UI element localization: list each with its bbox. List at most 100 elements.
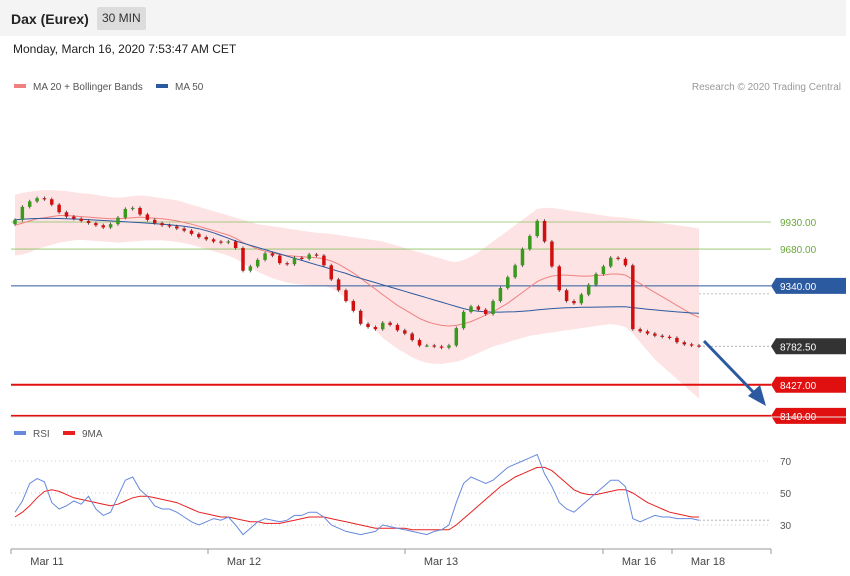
- candle: [285, 261, 289, 266]
- candle: [152, 218, 157, 225]
- candle: [167, 223, 172, 228]
- candle: [358, 309, 363, 326]
- rsi-tick-70: 70: [780, 457, 792, 468]
- main-legend: MA 20 + Bollinger Bands MA 50: [14, 82, 204, 93]
- credit-text: Research © 2020 Trading Central: [692, 82, 841, 93]
- timeframe-button[interactable]: 30 MIN: [97, 7, 146, 30]
- candle: [248, 264, 253, 273]
- candle: [564, 288, 569, 303]
- candle: [572, 299, 576, 305]
- x-label: Mar 11: [30, 556, 63, 568]
- rsi-line: [14, 453, 700, 536]
- legend-label-9ma: 9MA: [82, 429, 103, 440]
- candle: [491, 299, 495, 316]
- candle: [366, 322, 370, 329]
- legend-swatch-ma20: [14, 84, 26, 88]
- candle: [211, 237, 216, 244]
- candle: [380, 321, 385, 331]
- x-label: Mar 18: [691, 556, 725, 568]
- candle: [307, 252, 311, 261]
- bollinger-band-area: [15, 190, 699, 399]
- legend-label-rsi: RSI: [33, 429, 50, 440]
- candle: [631, 263, 635, 331]
- arrow-head: [748, 385, 766, 406]
- candle: [79, 217, 83, 223]
- candle: [586, 283, 591, 297]
- candle: [417, 338, 422, 348]
- candle: [20, 205, 25, 222]
- candle: [292, 256, 297, 266]
- candle: [388, 321, 392, 327]
- candle: [645, 329, 650, 336]
- candle: [204, 235, 208, 241]
- candle: [439, 344, 444, 350]
- legend-swatch-rsi: [14, 431, 26, 435]
- candle: [579, 292, 584, 305]
- level-tag-3: 8782.50: [771, 338, 846, 355]
- candle: [469, 304, 473, 314]
- candle: [454, 326, 459, 348]
- candle: [594, 272, 598, 287]
- candles: [13, 196, 701, 350]
- level-label-1: 9680.00: [780, 245, 817, 256]
- candle: [410, 331, 414, 342]
- candle: [329, 263, 334, 282]
- candle: [314, 252, 319, 258]
- candle: [697, 343, 701, 348]
- rsi-ma9-line: [14, 466, 699, 531]
- instrument-title: Dax (Eurex): [11, 11, 89, 27]
- candle: [189, 229, 194, 236]
- candle: [182, 226, 186, 233]
- candle: [197, 232, 201, 239]
- candle: [86, 219, 91, 225]
- ma50-line: [14, 217, 700, 314]
- candle: [351, 299, 356, 313]
- candle: [42, 196, 47, 201]
- candle: [50, 197, 54, 207]
- level-label-3: 8782.50: [780, 342, 817, 353]
- candle: [483, 308, 488, 316]
- candle: [27, 199, 32, 209]
- candle: [476, 304, 481, 312]
- candle: [513, 263, 517, 279]
- candle: [616, 256, 620, 261]
- candle: [403, 328, 407, 336]
- legend-label-ma50: MA 50: [175, 82, 204, 93]
- bollinger-bands: [15, 190, 699, 399]
- candle: [373, 325, 378, 331]
- candle: [145, 212, 150, 222]
- candle: [138, 206, 142, 217]
- legend-swatch-9ma: [63, 431, 75, 435]
- candle: [219, 239, 223, 245]
- legend-swatch-ma50: [156, 84, 168, 88]
- level-tag-4: 8427.00: [771, 376, 846, 393]
- candle: [447, 343, 451, 350]
- level-labels: 9930.00 9680.00 9340.00 8782.50 8427.00 8140.…: [771, 218, 846, 424]
- candle: [300, 256, 304, 261]
- candle: [535, 219, 539, 238]
- candle: [101, 223, 106, 230]
- x-label: Mar 12: [227, 556, 261, 568]
- chart-header: Dax (Eurex) 30 MIN: [0, 0, 846, 36]
- level-label-2: 9340.00: [780, 282, 817, 293]
- candle: [528, 234, 532, 251]
- timestamp: Monday, March 16, 2020 7:53:47 AM CET: [13, 42, 237, 56]
- candle: [520, 247, 525, 267]
- rsi-tick-30: 30: [780, 521, 792, 532]
- candle: [653, 331, 657, 338]
- candle: [550, 239, 554, 269]
- level-tag-5: 8140.00: [771, 407, 846, 424]
- candle: [241, 246, 245, 273]
- arrow-shaft: [702, 339, 760, 399]
- rsi-tick-50: 50: [780, 489, 792, 500]
- candle: [270, 251, 275, 258]
- candle: [682, 340, 687, 347]
- candle: [72, 214, 76, 221]
- candle: [233, 239, 238, 250]
- candle: [35, 196, 39, 204]
- candle: [64, 210, 69, 219]
- candle: [263, 251, 267, 262]
- candle: [255, 258, 260, 269]
- ma20-line: [14, 215, 700, 327]
